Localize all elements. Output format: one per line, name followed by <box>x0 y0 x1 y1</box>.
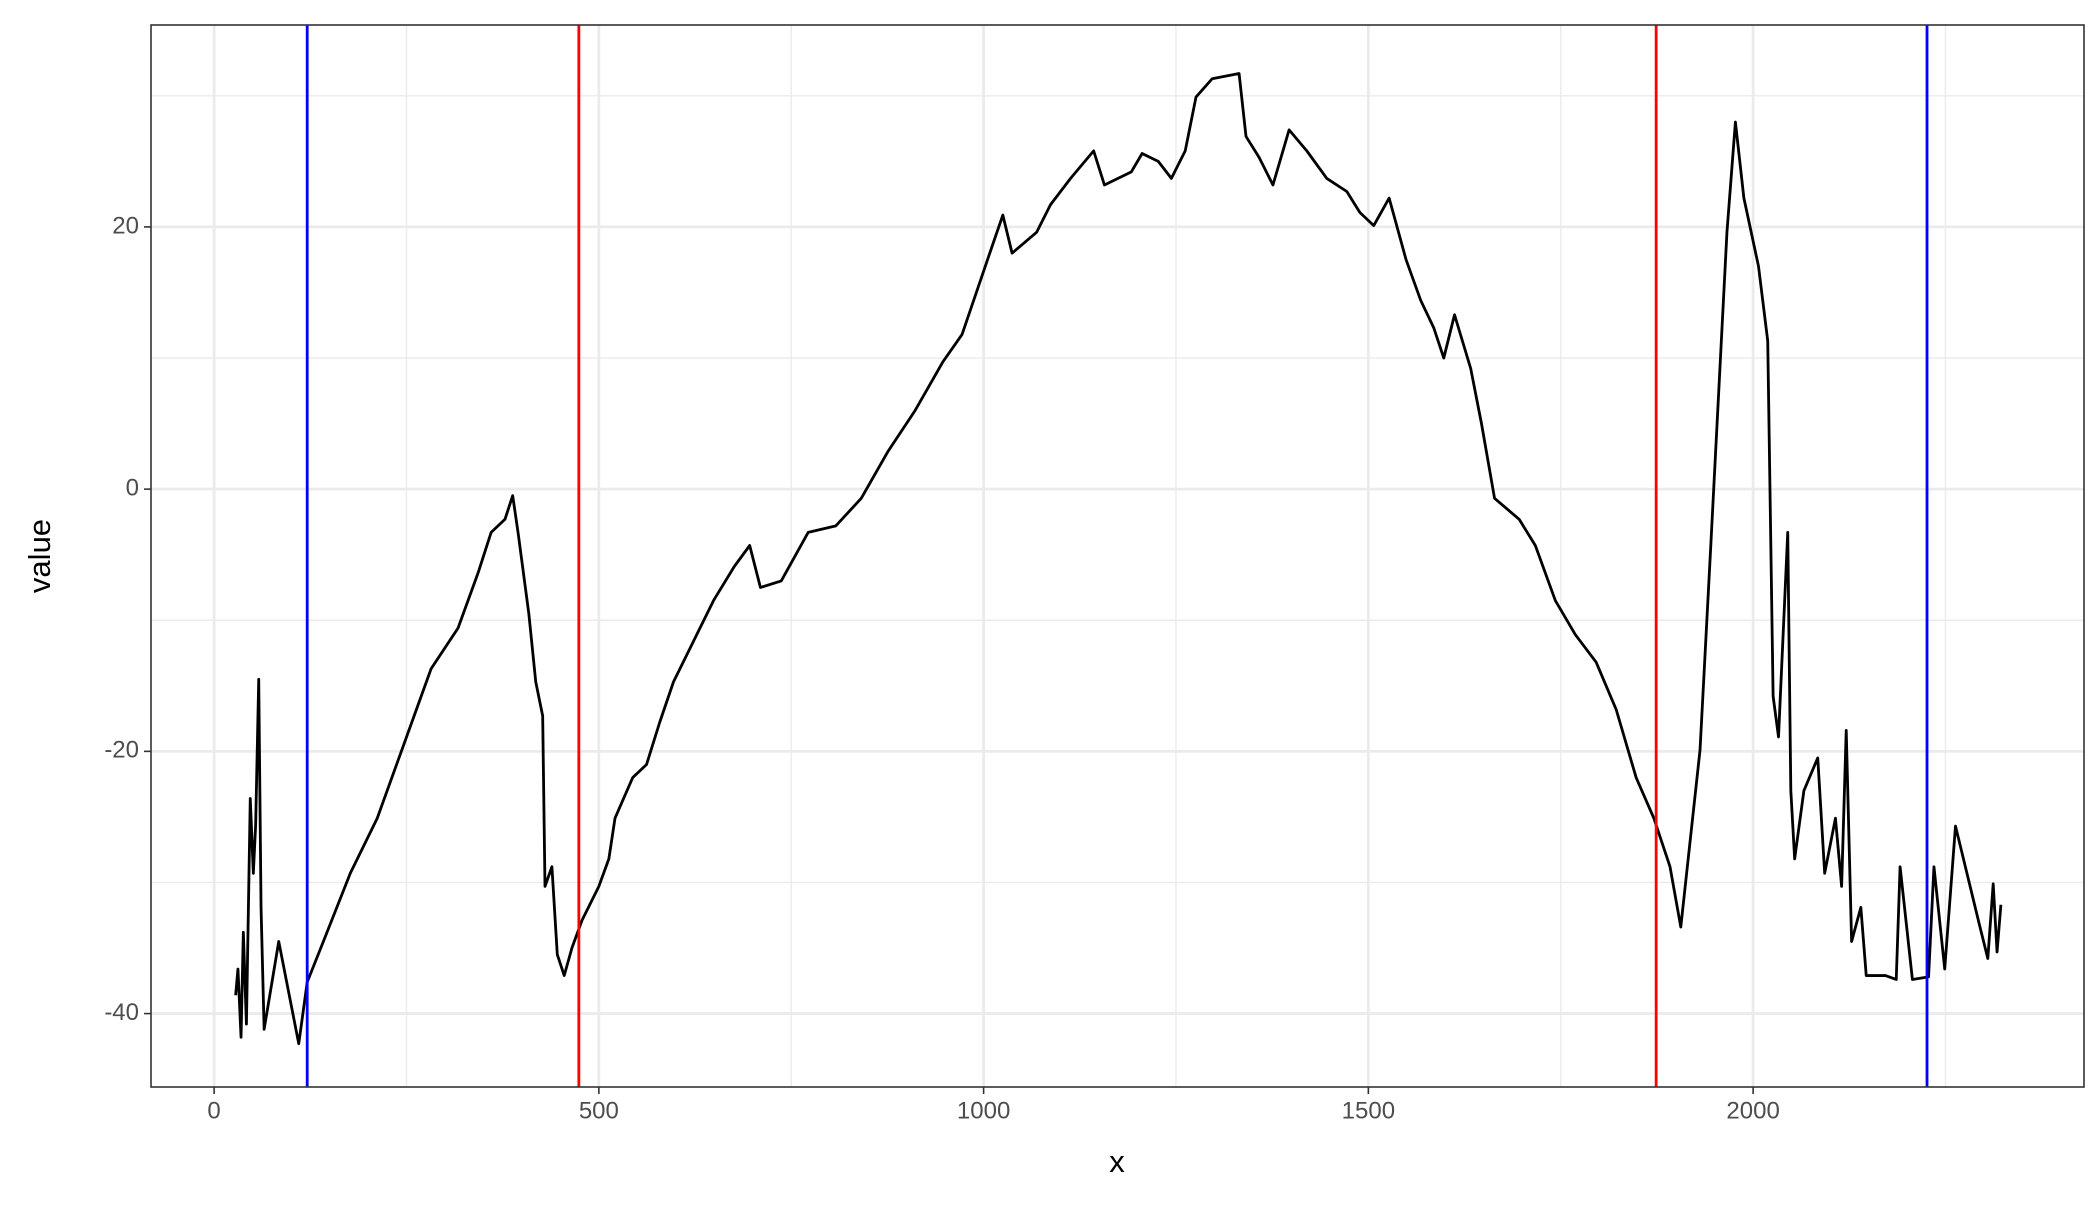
x-tick-label: 0 <box>207 1097 220 1124</box>
panel-border <box>150 24 2085 1088</box>
x-tick-label: 1000 <box>957 1097 1010 1124</box>
y-tick-label: -20 <box>104 737 139 764</box>
y-axis-title: value <box>22 519 57 593</box>
x-tick-label: 500 <box>579 1097 619 1124</box>
marks <box>234 25 2003 1087</box>
y-tick-label: 20 <box>112 212 139 239</box>
data-line <box>234 72 2003 1046</box>
x-axis-title: x <box>1109 1144 1125 1179</box>
x-tick-label: 1500 <box>1342 1097 1395 1124</box>
x-tick-label: 2000 <box>1726 1097 1779 1124</box>
axes: 0 500 1000 1500 2000 -40 -20 0 20 <box>104 212 1779 1124</box>
y-tick-label: -40 <box>104 999 139 1026</box>
grid <box>151 25 2084 1087</box>
y-tick-label: 0 <box>126 474 139 501</box>
